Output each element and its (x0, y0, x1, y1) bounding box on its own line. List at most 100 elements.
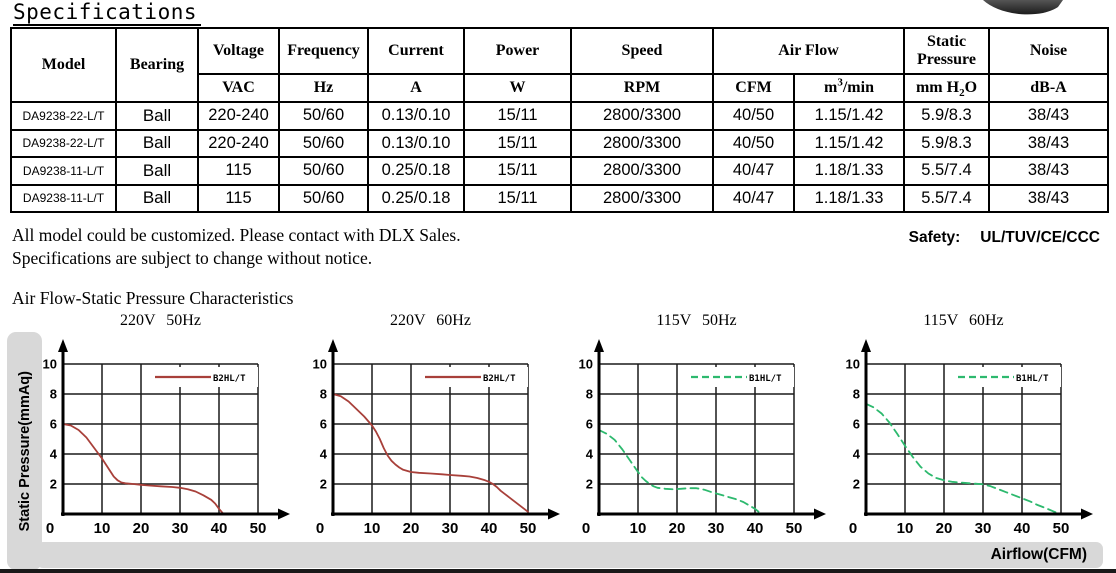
note-line-1: All model could be customized. Please co… (12, 225, 461, 245)
x-tick-label: 10 (897, 520, 914, 537)
spec-cell: 0.25/0.18 (367, 156, 465, 186)
y-tick-label: 10 (313, 357, 327, 372)
safety-info: Safety: UL/TUV/CE/CCC (909, 229, 1100, 247)
table-body: DA9238-22-L/T Ball 220-240 50/60 0.13/0.10 15… (10, 101, 1109, 213)
spec-cell: 2800/3300 (570, 156, 714, 186)
unit-vac: VAC (197, 73, 280, 103)
curve (62, 423, 224, 515)
x-tick-label: 30 (975, 520, 992, 537)
spec-cell: 115 (197, 183, 280, 213)
y-tick-label: 8 (320, 387, 327, 402)
model-cell: DA9238-22-L/T (10, 128, 117, 158)
spec-cell: 15/11 (463, 156, 572, 186)
chart-grid (63, 363, 259, 514)
spec-cell: 15/11 (463, 128, 572, 158)
legend-label: B2HL/T (483, 374, 516, 384)
x-axis-bar: Airflow(CFM) (36, 542, 1103, 568)
spec-cell: 1.15/1.42 (793, 101, 905, 131)
curve (865, 402, 1060, 515)
x-axis-label: Airflow(CFM) (990, 546, 1087, 563)
chart-115v-60hz: 115V 60Hz B1HL/T 2 4 6 8 10 0 10 20 30 40 50 (836, 312, 1098, 542)
y-tick-label: 6 (320, 417, 327, 432)
table-row: DA9238-22-L/T Ball 220-240 50/60 0.13/0.10 15… (10, 101, 1109, 131)
spec-cell: Ball (115, 128, 199, 158)
unit-a: A (367, 73, 465, 103)
x-tick-label: 40 (211, 520, 228, 537)
chart-grid (866, 363, 1062, 514)
chart-title: 115V 60Hz (923, 312, 1004, 329)
chart-title: 115V 50Hz (656, 312, 737, 329)
origin-label: 0 (316, 520, 324, 537)
origin-label: 0 (849, 520, 857, 537)
origin-label: 0 (582, 520, 590, 537)
y-tick-label: 10 (846, 357, 860, 372)
x-tick-label: 30 (708, 520, 725, 537)
chart-plot: B1HL/T 2 4 6 8 10 0 10 20 30 40 50 (836, 338, 1098, 542)
safety-value: UL/TUV/CE/CCC (980, 229, 1100, 246)
unit-cfm: CFM (712, 73, 795, 103)
unit-dba: dB-A (988, 73, 1109, 103)
col-header-current: Current (367, 27, 465, 75)
spec-cell: 40/47 (712, 183, 795, 213)
safety-label: Safety: (908, 229, 961, 246)
y-tick-label: 4 (320, 447, 328, 462)
table-row: DA9238-11-L/T Ball 115 50/60 0.25/0.18 15/11 2… (10, 183, 1109, 213)
x-tick-label: 20 (669, 520, 686, 537)
bottom-divider (0, 569, 1116, 573)
col-header-static-pressure: Static Pressure (903, 27, 990, 75)
chart-plot: B1HL/T 2 4 6 8 10 0 10 20 30 40 50 (569, 338, 831, 542)
y-tick-label: 8 (586, 387, 593, 402)
y-axis-arrow (58, 339, 68, 352)
y-tick-label: 8 (50, 387, 57, 402)
origin-label: 0 (46, 520, 54, 537)
x-axis-arrow (814, 508, 826, 520)
x-tick-label: 20 (936, 520, 953, 537)
col-header-airflow: Air Flow (712, 27, 905, 75)
note-line-2: Specifications are subject to change wit… (12, 247, 373, 268)
spec-cell: 50/60 (278, 128, 369, 158)
x-axis-arrow (548, 508, 560, 520)
x-tick-label: 20 (133, 520, 150, 537)
legend-label: B1HL/T (1016, 374, 1049, 384)
spec-cell: 2800/3300 (570, 128, 714, 158)
col-header-noise: Noise (988, 27, 1109, 75)
spec-cell: 0.13/0.10 (367, 128, 465, 158)
y-axis-arrow (861, 339, 871, 352)
y-tick-label: 6 (586, 417, 593, 432)
y-tick-label: 6 (50, 417, 57, 432)
spec-cell: 40/50 (712, 128, 795, 158)
col-header-voltage: Voltage (197, 27, 280, 75)
legend-label: B2HL/T (213, 374, 246, 384)
x-tick-label: 40 (1014, 520, 1031, 537)
chart-title: 220V 50Hz (120, 312, 201, 329)
table-row: DA9238-11-L/T Ball 115 50/60 0.25/0.18 15/11 2… (10, 156, 1109, 186)
spec-cell: Ball (115, 156, 199, 186)
y-tick-label: 4 (50, 447, 58, 462)
col-header-speed: Speed (570, 27, 714, 75)
model-cell: DA9238-11-L/T (10, 183, 117, 213)
unit-w: W (463, 73, 572, 103)
chart-svg: B1HL/T 2 4 6 8 10 0 10 20 30 40 50 (846, 339, 1093, 537)
legend-label: B1HL/T (749, 374, 782, 384)
chart-svg: B2HL/T 2 4 6 8 10 0 10 20 30 40 50 (43, 339, 290, 537)
spec-cell: Ball (115, 101, 199, 131)
spec-cell: 15/11 (463, 101, 572, 131)
x-tick-label: 20 (403, 520, 420, 537)
spec-cell: 115 (197, 156, 280, 186)
x-axis-arrow (1081, 508, 1093, 520)
spec-cell: 38/43 (988, 183, 1109, 213)
y-tick-label: 6 (853, 417, 860, 432)
spec-cell: 40/47 (712, 156, 795, 186)
chart-plot: B2HL/T 2 4 6 8 10 0 10 20 30 40 50 (33, 338, 295, 542)
page-title: Specifications (13, 0, 202, 26)
chart-plot: B2HL/T 2 4 6 8 10 0 10 20 30 40 50 (303, 338, 565, 542)
spec-cell: 1.18/1.33 (793, 156, 905, 186)
x-tick-label: 50 (520, 520, 537, 537)
x-tick-label: 40 (747, 520, 764, 537)
col-header-model: Model (10, 27, 117, 103)
y-tick-label: 2 (50, 477, 57, 492)
model-cell: DA9238-22-L/T (10, 101, 117, 131)
unit-mmh2o: mm H2O (903, 73, 990, 103)
col-header-frequency: Frequency (278, 27, 369, 75)
